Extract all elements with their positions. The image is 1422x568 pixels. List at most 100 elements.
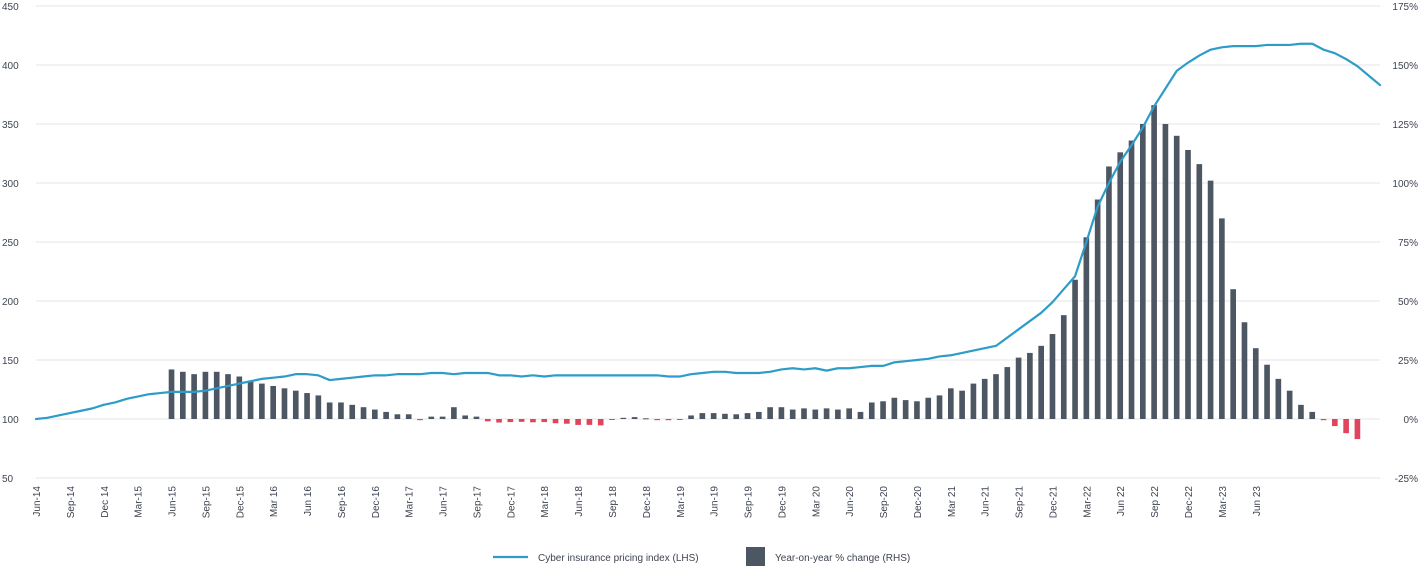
x-tick-label: Mar-22: [1082, 486, 1093, 518]
bar: [281, 388, 288, 419]
x-tick-label: Jun-18: [574, 486, 585, 517]
bar: [778, 407, 785, 419]
bar: [620, 417, 627, 419]
bar: [1027, 352, 1033, 419]
x-tick-label: Jun 23: [1252, 486, 1263, 516]
bar: [597, 419, 604, 426]
x-tick-label: Mar-23: [1218, 486, 1229, 518]
x-tick-label: Mar 16: [269, 486, 280, 518]
left-tick-label: 200: [2, 297, 19, 308]
bar: [1320, 419, 1327, 421]
right-tick-label: 0%: [1404, 415, 1419, 426]
bar: [405, 414, 412, 419]
bar: [880, 401, 886, 419]
x-tick-label: Dec-15: [235, 486, 246, 519]
right-tick-label: 175%: [1392, 2, 1418, 13]
x-tick-label: Mar 20: [811, 486, 822, 518]
bar: [631, 417, 638, 419]
bar: [1106, 166, 1112, 419]
bar: [767, 407, 773, 419]
bar: [451, 407, 457, 419]
bar: [586, 419, 593, 425]
bar: [270, 385, 276, 419]
bar: [902, 400, 909, 419]
x-tick-label: Mar-18: [540, 486, 551, 518]
right-tick-label: -25%: [1395, 474, 1418, 485]
right-axis-ticks: -25% 0% 25% 50% 75% 100% 125% 150% 175%: [1392, 2, 1418, 485]
bar: [970, 383, 977, 419]
x-tick-label: Sep 18: [608, 486, 619, 518]
bar: [213, 371, 220, 419]
x-tick-label: Sep-16: [337, 486, 348, 519]
bar: [1004, 367, 1011, 419]
bar: [1083, 237, 1090, 419]
right-tick-label: 50%: [1398, 297, 1418, 308]
bar: [744, 413, 751, 419]
bar: [202, 371, 209, 419]
x-tick-label: Dec-19: [777, 486, 788, 519]
bar: [292, 390, 299, 419]
x-tick-label: Jun-15: [168, 486, 179, 517]
left-tick-label: 300: [2, 179, 19, 190]
left-tick-label: 400: [2, 61, 19, 72]
left-tick-label: 250: [2, 238, 19, 249]
x-tick-label: Sep-20: [879, 486, 890, 519]
right-tick-label: 75%: [1398, 238, 1418, 249]
bar: [496, 419, 502, 423]
bar: [756, 411, 762, 419]
bar: [699, 413, 706, 419]
bar: [168, 369, 175, 419]
x-tick-label: Dec-18: [642, 486, 653, 519]
x-tick-label: Mar 21: [947, 486, 958, 518]
left-tick-label: 100: [2, 415, 19, 426]
legend-label-bars: Year-on-year % change (RHS): [775, 553, 910, 564]
x-tick-label: Sep-15: [201, 486, 212, 519]
x-tick-label: Jun-19: [710, 486, 721, 517]
bar: [315, 395, 322, 419]
left-tick-label: 350: [2, 120, 19, 131]
bar: [394, 414, 401, 419]
x-tick-label: Sep-21: [1015, 486, 1026, 519]
legend-bar-swatch: [746, 547, 765, 566]
bar: [891, 397, 898, 419]
bar: [959, 390, 965, 419]
bar: [247, 381, 254, 419]
bar: [1094, 199, 1101, 419]
x-tick-label: Dec 14: [100, 486, 111, 518]
bar: [439, 416, 446, 419]
bar: [1298, 404, 1304, 419]
bar: [360, 407, 367, 419]
bar: [936, 395, 943, 419]
bar: [1140, 124, 1146, 419]
bar: [688, 415, 694, 419]
x-tick-label: Sep-17: [472, 486, 483, 519]
bar: [835, 409, 841, 419]
bar: [1252, 348, 1259, 419]
bar: [1117, 152, 1124, 419]
bar: [823, 408, 830, 419]
bar: [1286, 390, 1293, 419]
bar: [801, 408, 807, 419]
x-tick-label: Mar-19: [676, 486, 687, 518]
bar: [868, 402, 875, 419]
x-tick-label: Sep 22: [1150, 486, 1161, 518]
x-tick-label: Mar-17: [405, 486, 416, 518]
right-tick-label: 25%: [1398, 356, 1418, 367]
bar: [846, 408, 852, 419]
bar: [1072, 279, 1078, 419]
right-tick-label: 150%: [1392, 61, 1418, 72]
bar: [575, 419, 581, 425]
bar: [1128, 140, 1135, 419]
yoy-bars: [168, 105, 1361, 440]
x-tick-label: Jun-17: [439, 486, 450, 517]
bar: [1196, 164, 1203, 419]
x-tick-label: Dec-22: [1184, 486, 1195, 519]
left-tick-label: 50: [2, 474, 14, 485]
bar: [665, 419, 672, 421]
x-tick-label: Dec-17: [506, 486, 517, 519]
x-tick-label: Dec-21: [1048, 486, 1059, 519]
bar: [1060, 315, 1067, 419]
bar: [259, 383, 265, 419]
bar: [1219, 218, 1225, 419]
bar: [326, 402, 333, 419]
